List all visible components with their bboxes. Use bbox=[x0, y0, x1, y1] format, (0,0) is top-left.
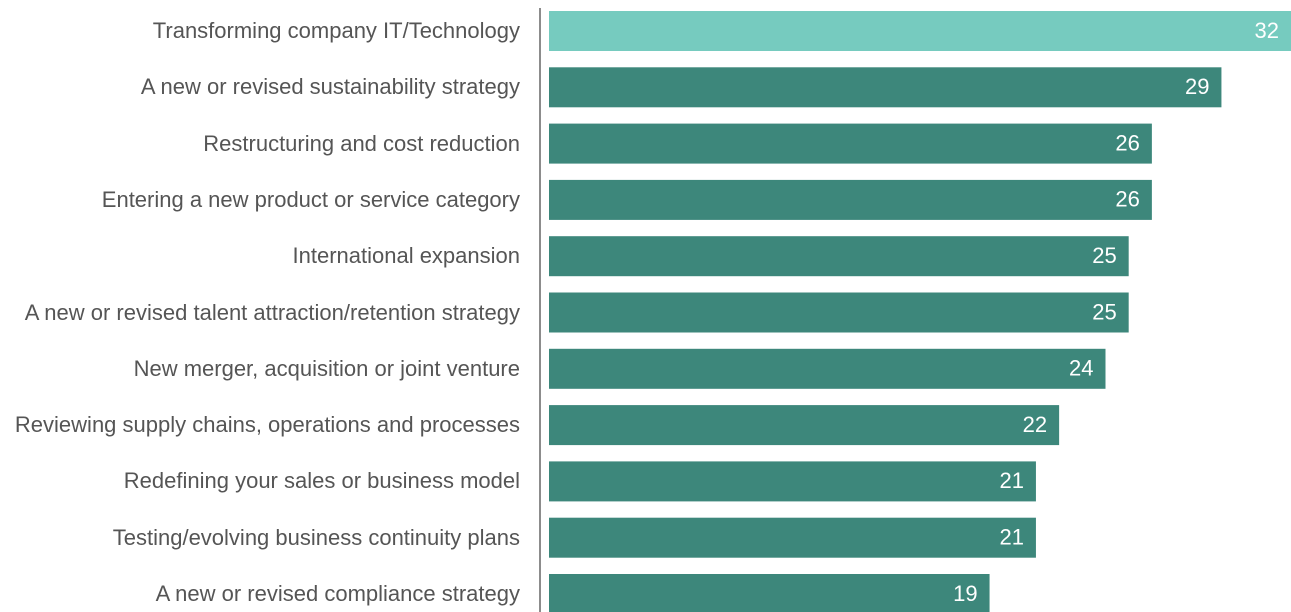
value-label: 26 bbox=[1115, 130, 1139, 155]
category-label: A new or revised compliance strategy bbox=[155, 581, 520, 606]
category-label: A new or revised sustainability strategy bbox=[140, 74, 520, 100]
bar bbox=[549, 67, 1222, 108]
value-label: 19 bbox=[953, 581, 977, 606]
bar bbox=[549, 405, 1060, 446]
bar bbox=[549, 348, 1106, 389]
bar bbox=[549, 574, 990, 612]
bar bbox=[549, 179, 1152, 220]
category-label: Entering a new product or service catego… bbox=[101, 186, 520, 212]
bar bbox=[549, 11, 1291, 51]
value-label: 21 bbox=[999, 468, 1023, 493]
category-label: Testing/evolving business continuity pla… bbox=[112, 524, 520, 550]
bar bbox=[549, 236, 1129, 277]
category-label: A new or revised talent attraction/reten… bbox=[24, 299, 520, 325]
bar bbox=[549, 123, 1152, 164]
value-label: 25 bbox=[1092, 243, 1116, 268]
value-label: 32 bbox=[1255, 18, 1279, 43]
category-label: Transforming company IT/Technology bbox=[152, 18, 520, 43]
value-label: 24 bbox=[1069, 356, 1093, 381]
category-label: Reviewing supply chains, operations and … bbox=[14, 412, 520, 438]
value-label: 26 bbox=[1115, 187, 1139, 212]
category-label: New merger, acquisition or joint venture bbox=[133, 355, 520, 381]
value-label: 22 bbox=[1023, 412, 1047, 437]
value-label: 29 bbox=[1185, 74, 1209, 99]
bar bbox=[549, 461, 1036, 502]
bar bbox=[549, 292, 1129, 333]
bar bbox=[549, 517, 1036, 558]
category-label: Redefining your sales or business model bbox=[123, 468, 520, 494]
value-label: 21 bbox=[999, 525, 1023, 550]
category-label: International expansion bbox=[292, 243, 521, 269]
value-label: 25 bbox=[1092, 299, 1116, 324]
category-label: Restructuring and cost reduction bbox=[203, 130, 520, 156]
